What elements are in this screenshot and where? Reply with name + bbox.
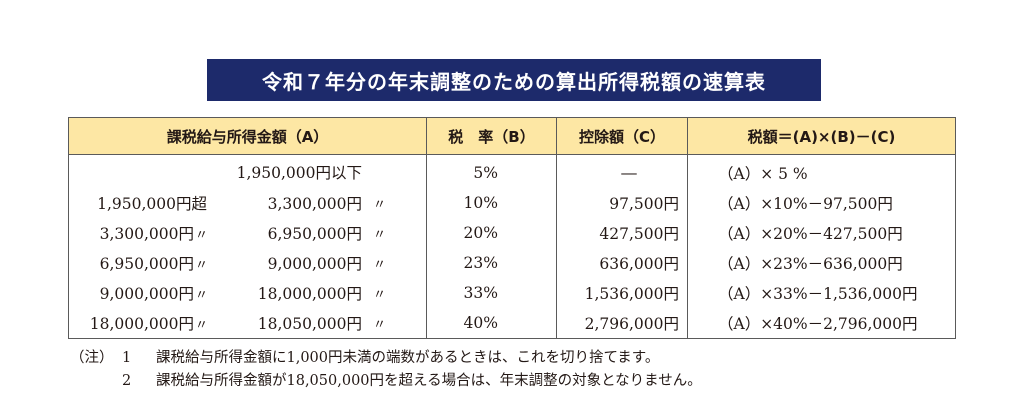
income-from: 6,950,000円〃: [99, 255, 208, 273]
tax-formula-cell: （A）×40%－2,796,000円: [687, 308, 956, 339]
header-deduction: 控除額（C）: [556, 117, 688, 155]
ditto-mark: 〃: [194, 288, 208, 303]
table-row: 3,300,000円〃 6,950,000円〃 20% 427,500円 （A）×20%…: [68, 218, 956, 248]
rate-cell: 23%: [426, 248, 557, 278]
income-range-cell: 1,950,000円超 3,300,000円〃: [68, 188, 427, 218]
deduction-cell: 636,000円: [556, 248, 688, 278]
ditto-mark: 〃: [194, 258, 208, 273]
rate-cell: 10%: [426, 188, 557, 218]
income-range-cell: 18,000,000円〃 18,050,000円〃: [68, 308, 427, 339]
tax-formula-cell: （A）×20%－427,500円: [687, 218, 956, 248]
income-range-cell: 9,000,000円〃 18,000,000円〃: [68, 278, 427, 308]
rate-cell: 40%: [426, 308, 557, 339]
ditto-mark: 〃: [372, 287, 386, 303]
tax-rate-table: 課税給与所得金額（A） 税 率（B） 控除額（C） 税額＝(A)×(B)－(C)…: [68, 117, 956, 339]
note-text: 課税給与所得金額が18,050,000円を超える場合は、年末調整の対象となりませ…: [156, 373, 702, 389]
income-to: 9,000,000円: [267, 255, 362, 273]
note-number: 1: [122, 350, 132, 366]
table-row: 9,000,000円〃 18,000,000円〃 33% 1,536,000円 （A）×…: [68, 278, 956, 308]
tax-formula-cell: （A）×23%－636,000円: [687, 248, 956, 278]
table-row: 6,950,000円〃 9,000,000円〃 23% 636,000円 （A）×23%…: [68, 248, 956, 278]
table-title: 令和７年分の年末調整のための算出所得税額の速算表: [207, 59, 821, 101]
note-number: 2: [122, 373, 132, 389]
deduction-cell: ―: [556, 154, 688, 188]
header-income: 課税給与所得金額（A）: [68, 117, 427, 155]
note-1: （注） 1 課税給与所得金額に1,000円未満の端数があるときは、これを切り捨て…: [70, 347, 702, 370]
deduction-cell: 1,536,000円: [556, 278, 688, 308]
header-rate: 税 率（B）: [426, 117, 557, 155]
income-range-cell: 1,950,000円以下: [68, 154, 427, 188]
income-from: 1,950,000円超: [97, 195, 207, 213]
ditto-mark: 〃: [194, 228, 208, 243]
note-2: 2 課税給与所得金額が18,050,000円を超える場合は、年末調整の対象となり…: [70, 370, 702, 393]
income-from: 18,000,000円〃: [89, 315, 208, 333]
tax-formula-cell: （A）×33%－1,536,000円: [687, 278, 956, 308]
ditto-mark: 〃: [372, 317, 386, 333]
income-to: 18,000,000円: [257, 285, 362, 303]
tax-formula-cell: （A）×10%－97,500円: [687, 188, 956, 218]
note-label: （注）: [70, 350, 114, 366]
notes: （注） 1 課税給与所得金額に1,000円未満の端数があるときは、これを切り捨て…: [70, 347, 702, 393]
rate-cell: 20%: [426, 218, 557, 248]
note-text: 課税給与所得金額に1,000円未満の端数があるときは、これを切り捨てます。: [156, 350, 660, 366]
table-row: 1,950,000円超 3,300,000円〃 10% 97,500円 （A）×10%－…: [68, 188, 956, 218]
ditto-mark: 〃: [372, 257, 386, 273]
deduction-cell: 97,500円: [556, 188, 688, 218]
tax-formula-cell: （A）× 5 %: [687, 154, 956, 188]
table-row: 1,950,000円以下 5% ― （A）× 5 %: [68, 154, 956, 188]
ditto-mark: 〃: [372, 227, 386, 243]
rate-cell: 5%: [426, 154, 557, 188]
header-tax: 税額＝(A)×(B)－(C): [687, 117, 956, 155]
ditto-mark: 〃: [194, 318, 208, 333]
income-from: [207, 163, 208, 181]
income-to: 1,950,000円以下: [236, 163, 362, 182]
rate-cell: 33%: [426, 278, 557, 308]
income-from: 3,300,000円〃: [99, 225, 208, 243]
table-row: 18,000,000円〃 18,050,000円〃 40% 2,796,000円 （A）…: [68, 308, 956, 339]
income-range-cell: 3,300,000円〃 6,950,000円〃: [68, 218, 427, 248]
ditto-mark: 〃: [372, 197, 386, 213]
income-from: 9,000,000円〃: [99, 285, 208, 303]
deduction-cell: 427,500円: [556, 218, 688, 248]
deduction-cell: 2,796,000円: [556, 308, 688, 339]
income-to: 3,300,000円: [267, 195, 362, 213]
income-to: 6,950,000円: [267, 225, 362, 243]
income-to: 18,050,000円: [257, 315, 362, 333]
income-range-cell: 6,950,000円〃 9,000,000円〃: [68, 248, 427, 278]
header-row: 課税給与所得金額（A） 税 率（B） 控除額（C） 税額＝(A)×(B)－(C): [68, 117, 956, 155]
